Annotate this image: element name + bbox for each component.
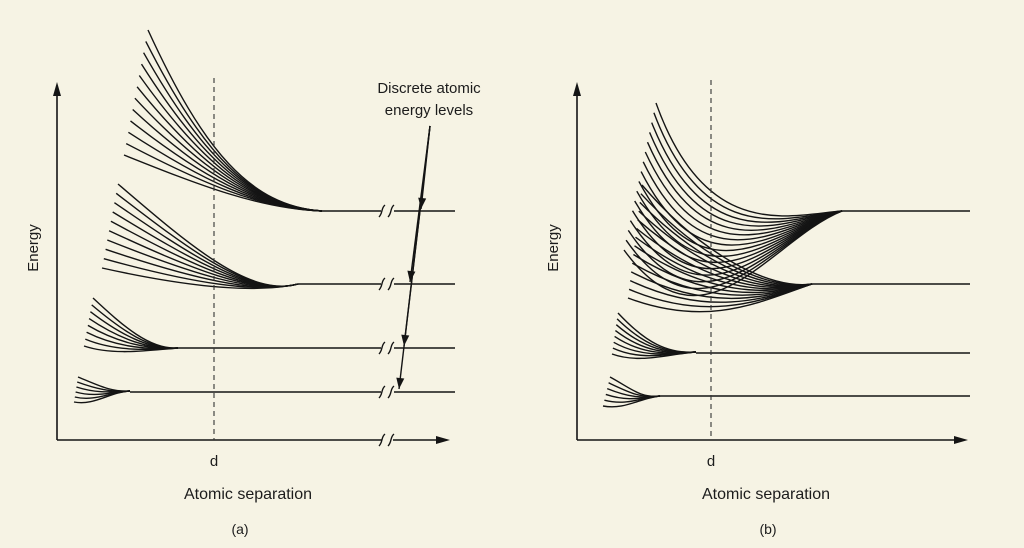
b-band-1-curve-7 bbox=[642, 161, 843, 241]
a-x-axis-arrow bbox=[436, 436, 450, 444]
a-break-mark-4 bbox=[378, 385, 395, 399]
a-band-1-curve-9 bbox=[130, 120, 323, 212]
b-band-1-curve-10 bbox=[636, 190, 843, 257]
a-arrow-head-4 bbox=[396, 377, 405, 389]
b-band-curves bbox=[602, 102, 843, 408]
a-annotation-line-2: energy levels bbox=[385, 102, 473, 119]
a-band-3-curve-8 bbox=[83, 345, 179, 353]
a-band-1-curve-12 bbox=[123, 154, 323, 212]
b-x-axis-arrow bbox=[954, 436, 968, 444]
a-break-mark-2 bbox=[378, 277, 395, 291]
a-band-2-curve-3 bbox=[114, 202, 299, 287]
b-band-3-curve-8 bbox=[611, 351, 697, 360]
a-band-1-curve-5 bbox=[138, 75, 323, 212]
a-x-axis-label: Atomic separation bbox=[184, 486, 312, 503]
panel-a: Energy d Atomic separation (a) Discrete … bbox=[25, 29, 481, 537]
a-y-axis-arrow bbox=[53, 82, 61, 96]
b-band-1-curve-2 bbox=[653, 112, 843, 220]
a-y-axis-label: Energy bbox=[25, 224, 42, 272]
a-band-3-curve-3 bbox=[89, 311, 179, 349]
a-arrow-head-2 bbox=[407, 270, 416, 282]
b-band-1-curve-3 bbox=[651, 122, 843, 223]
b-atomic-levels bbox=[660, 210, 970, 397]
b-y-axis-label: Energy bbox=[545, 224, 562, 272]
a-band-2-curve-10 bbox=[101, 267, 299, 289]
a-axis-break-marks bbox=[378, 204, 395, 447]
b-y-axis-arrow bbox=[573, 82, 581, 96]
a-band-curves bbox=[73, 29, 323, 404]
a-break-mark-1 bbox=[378, 204, 395, 218]
a-annotation-line-1: Discrete atomic bbox=[377, 80, 481, 97]
a-annotation-arrows bbox=[396, 125, 431, 390]
a-band-4-curve-6 bbox=[73, 390, 131, 404]
b-band-1-curve-6 bbox=[644, 151, 843, 236]
b-band-1-curve-9 bbox=[638, 181, 843, 252]
panel-b: Energy d Atomic separation (b) bbox=[545, 80, 970, 537]
b-band-2-curve-14 bbox=[627, 283, 813, 313]
a-atomic-levels bbox=[130, 210, 455, 393]
a-arrow-line-4 bbox=[398, 125, 431, 390]
b-d-label: d bbox=[707, 453, 715, 470]
b-x-axis-label: Atomic separation bbox=[702, 486, 830, 503]
a-break-mark-5 bbox=[378, 433, 395, 447]
b-band-1-curve-16 bbox=[623, 210, 843, 297]
b-band-4-curve-6 bbox=[602, 395, 661, 408]
a-caption: (a) bbox=[231, 521, 248, 537]
b-caption: (b) bbox=[759, 521, 776, 537]
a-break-mark-3 bbox=[378, 341, 395, 355]
b-band-1-curve-1 bbox=[655, 102, 843, 217]
b-band-4-curve-2 bbox=[608, 382, 661, 398]
a-d-label: d bbox=[210, 453, 218, 470]
b-band-1-curve-4 bbox=[648, 132, 843, 227]
a-band-1-curve-6 bbox=[136, 86, 323, 212]
